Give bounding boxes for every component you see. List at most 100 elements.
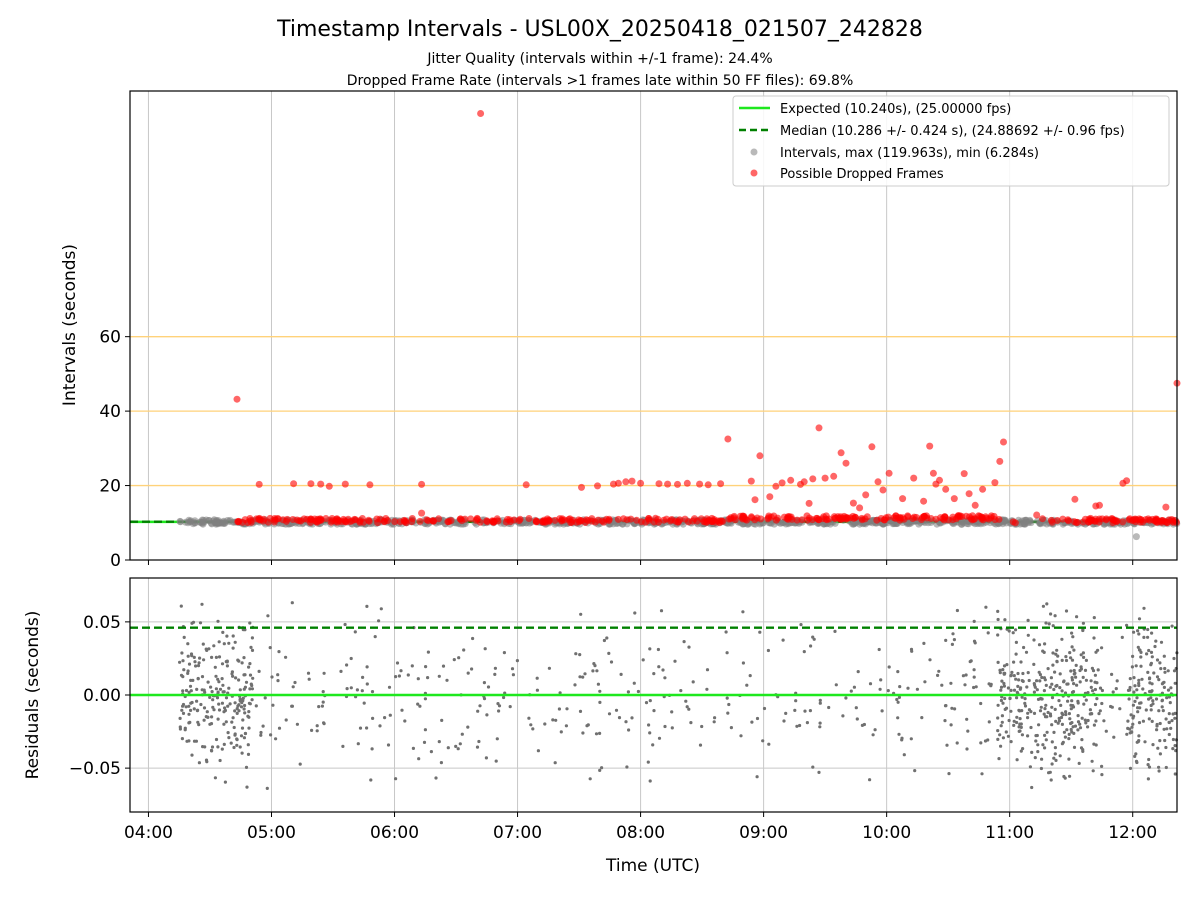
residual-point: [1026, 734, 1030, 738]
residual-point: [1017, 729, 1021, 734]
residual-point: [945, 743, 949, 747]
residual-point: [211, 705, 215, 709]
residual-point: [1026, 671, 1030, 675]
legend-median-label: Median (10.286 +/- 0.424 s), (24.88692 +…: [780, 124, 1125, 139]
residual-point: [243, 731, 248, 736]
residual-point: [1012, 660, 1016, 664]
dropped-frame-outlier: [936, 476, 943, 484]
residual-point: [206, 715, 210, 719]
residual-point: [426, 650, 430, 654]
residual-point: [387, 685, 392, 689]
interval-point: [1001, 517, 1009, 525]
residual-point: [652, 672, 656, 676]
residual-point: [1065, 682, 1069, 686]
dropped-frame-point: [1132, 516, 1140, 524]
residual-point: [943, 704, 948, 708]
interval-point: [202, 516, 210, 524]
dropped-frame-point: [341, 517, 349, 525]
residual-point: [1060, 689, 1064, 693]
residual-point: [1093, 702, 1098, 707]
residual-point: [1000, 714, 1005, 718]
residual-point: [214, 737, 219, 742]
x-tick-label: 08:00: [616, 823, 665, 843]
residual-point: [200, 675, 205, 679]
residual-point: [237, 659, 241, 663]
residual-point: [245, 785, 249, 789]
residual-point: [574, 652, 578, 656]
residual-point: [417, 757, 421, 761]
residual-point: [226, 731, 230, 735]
residual-point: [254, 704, 258, 708]
residual-point: [657, 665, 661, 669]
residual-point: [1078, 680, 1082, 684]
dropped-frame-point: [315, 517, 323, 525]
dropped-frame-outlier: [996, 457, 1004, 465]
residual-point: [1049, 612, 1053, 616]
residual-point: [1111, 690, 1115, 694]
residual-point: [233, 732, 237, 736]
residual-point: [1143, 740, 1147, 744]
residual-point: [1092, 616, 1096, 620]
residual-point: [953, 707, 957, 711]
interval-point-min: [1132, 533, 1140, 541]
residual-point: [1149, 663, 1153, 667]
residual-point: [592, 662, 596, 666]
residual-point: [979, 741, 983, 745]
residual-point: [446, 746, 450, 750]
residual-point: [1049, 676, 1053, 680]
residual-point: [485, 713, 489, 717]
residual-point: [1114, 687, 1118, 691]
residual-point: [803, 709, 807, 713]
residual-point: [179, 604, 183, 608]
residual-point: [383, 716, 387, 720]
residual-point: [471, 636, 475, 641]
residual-point: [996, 660, 1000, 665]
residual-point: [996, 716, 1000, 720]
residual-point: [225, 664, 229, 668]
residual-point: [1098, 709, 1102, 713]
residual-point: [1045, 730, 1049, 734]
residual-point: [239, 705, 244, 709]
residual-point: [1100, 688, 1104, 693]
residual-point: [510, 667, 515, 671]
residual-point: [1023, 701, 1027, 706]
residual-point: [1095, 697, 1099, 701]
residual-point: [410, 664, 414, 668]
residual-point: [1148, 681, 1152, 685]
residual-point: [216, 690, 220, 694]
residual-point: [199, 702, 203, 707]
residual-point: [1016, 671, 1020, 676]
residual-point: [871, 733, 875, 737]
dropped-frame-point: [780, 513, 788, 521]
residual-point: [355, 688, 359, 692]
dropped-frame-point: [627, 515, 635, 523]
legend-box: [732, 95, 1170, 187]
residual-point: [207, 647, 211, 651]
residual-point: [1052, 756, 1056, 760]
residual-point: [1033, 756, 1037, 760]
residual-point: [295, 722, 299, 726]
residual-point: [656, 647, 661, 652]
residual-point: [868, 682, 873, 686]
residual-point: [1064, 658, 1069, 663]
residual-point: [1091, 769, 1095, 773]
residual-point: [483, 647, 487, 651]
residual-point: [233, 640, 237, 644]
residual-point: [1173, 744, 1177, 748]
dropped-frame-outlier: [971, 501, 979, 509]
residual-point: [996, 633, 1000, 637]
residual-point: [418, 704, 422, 708]
residual-point: [856, 670, 860, 674]
residual-point: [1158, 721, 1162, 726]
residual-point: [750, 720, 754, 724]
residual-point: [250, 648, 255, 653]
residual-point: [1056, 654, 1060, 658]
residual-point: [263, 696, 267, 700]
residual-point: [1094, 743, 1098, 747]
residual-point: [902, 753, 906, 757]
residual-point: [269, 733, 273, 737]
residual-point: [185, 739, 189, 743]
residual-point: [358, 726, 363, 730]
residual-point: [213, 776, 217, 780]
residual-point: [1020, 733, 1024, 737]
